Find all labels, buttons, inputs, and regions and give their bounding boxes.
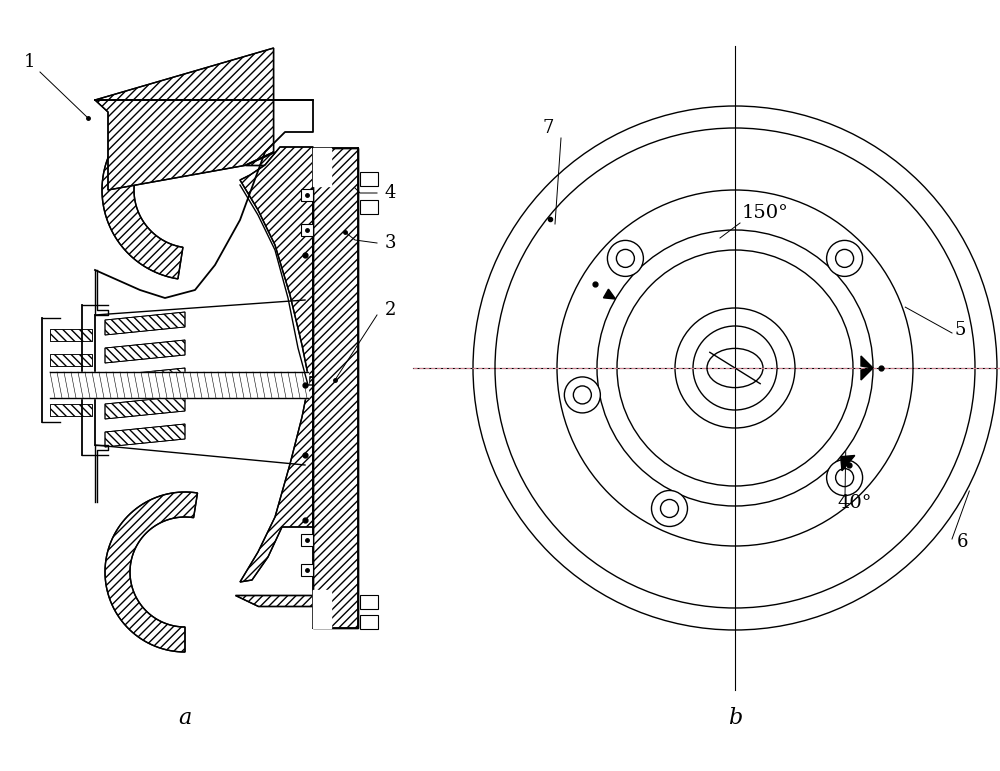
Polygon shape [861,368,873,380]
Polygon shape [50,372,308,398]
Polygon shape [105,368,185,391]
Text: b: b [728,707,742,729]
Polygon shape [102,100,192,279]
Polygon shape [95,48,274,190]
FancyBboxPatch shape [360,595,378,609]
Polygon shape [240,377,313,582]
Polygon shape [603,289,615,299]
Text: a: a [178,707,192,729]
Circle shape [564,377,600,413]
Polygon shape [105,340,185,363]
Polygon shape [313,148,358,628]
Text: 40°: 40° [838,494,872,512]
Polygon shape [50,354,92,366]
Polygon shape [841,456,855,471]
Circle shape [827,241,863,276]
Polygon shape [50,329,92,341]
Polygon shape [240,147,313,385]
Text: 3: 3 [384,234,396,252]
Polygon shape [50,379,92,391]
Bar [301,534,313,546]
Polygon shape [235,595,313,606]
Polygon shape [861,356,873,368]
Circle shape [651,490,687,527]
Polygon shape [105,312,185,335]
FancyBboxPatch shape [360,200,378,214]
FancyBboxPatch shape [360,615,378,629]
Text: 6: 6 [956,533,968,551]
Polygon shape [105,492,198,652]
Text: 2: 2 [384,301,396,319]
Bar [301,224,313,236]
Polygon shape [50,404,92,416]
Text: 7: 7 [542,119,554,137]
Text: 5: 5 [954,321,966,339]
Polygon shape [313,148,331,186]
Bar [301,564,313,576]
Polygon shape [105,424,185,447]
FancyBboxPatch shape [360,172,378,186]
Bar [301,189,313,201]
Text: 150°: 150° [742,204,788,222]
Polygon shape [313,590,331,628]
Circle shape [607,241,643,276]
Text: 1: 1 [24,53,36,71]
Circle shape [827,460,863,496]
Text: 4: 4 [384,184,396,202]
Polygon shape [245,152,313,166]
Polygon shape [105,396,185,419]
